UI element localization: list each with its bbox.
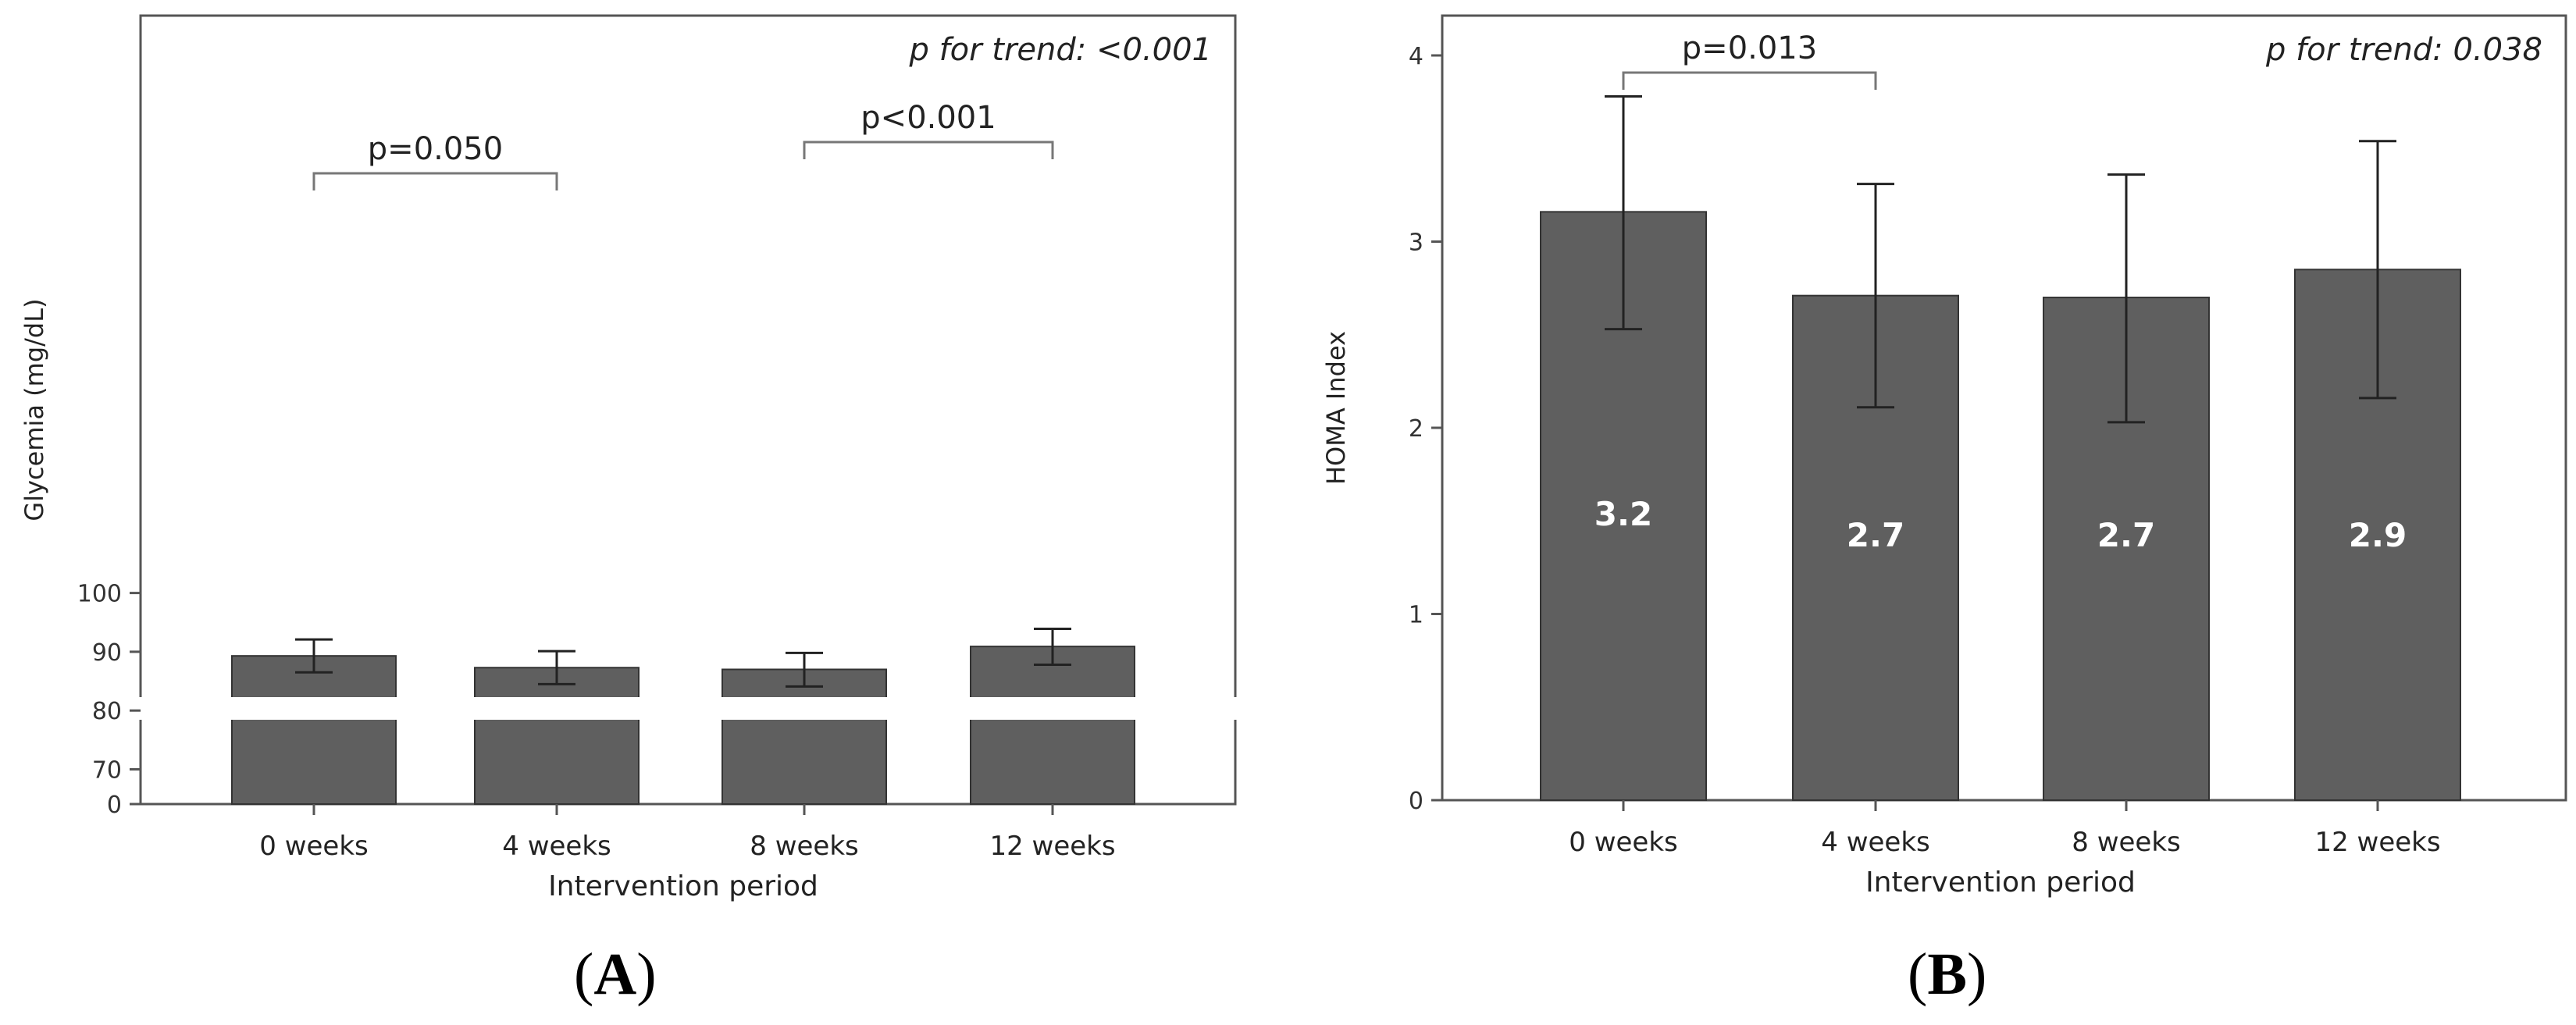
- comparison-label-1: p<0.001: [860, 100, 996, 136]
- y-tick-label-2: 2: [1409, 415, 1423, 443]
- comparison-bracket-0: [312, 172, 558, 190]
- y-axis-label: Glycemia (mg/dL): [20, 298, 49, 521]
- panel-label-a: (A): [574, 941, 657, 1007]
- axis-break-gap: [134, 697, 1242, 720]
- y-tick-label-2: 80: [92, 698, 122, 725]
- bar-value-label-3: 90.9: [1012, 485, 1093, 523]
- x-tick-label-1: 4 weeks: [1821, 827, 1930, 858]
- x-axis-label: Intervention period: [1865, 867, 2136, 899]
- bar-0: [231, 655, 397, 806]
- x-tick-label-2: 8 weeks: [2072, 827, 2181, 858]
- x-tick-label-0: 0 weeks: [1569, 827, 1678, 858]
- bar-value-label-3: 2.9: [2349, 516, 2407, 554]
- x-tick-label-3: 12 weeks: [2314, 827, 2440, 858]
- comparison-bracket-0: [1622, 71, 1877, 90]
- trend-annotation: p for trend: <0.001: [908, 32, 1212, 68]
- x-tick-label-2: 8 weeks: [750, 831, 859, 862]
- chart-b: 3.2 0 weeks 2.7 4 weeks 2.7 8 weeks 2.9 12 week…: [1321, 14, 2567, 899]
- x-axis-label: Intervention period: [548, 870, 818, 902]
- comparison-label-0: p=0.013: [1682, 30, 1817, 66]
- chart-a: 89.3 0 weeks 87.3 4 weeks 87.0 8 weeks 90.9 12 …: [20, 14, 1242, 902]
- y-tick-label-3: 90: [92, 639, 122, 667]
- bar-value-label-0: 89.3: [273, 504, 355, 543]
- bar-value-label-2: 87.0: [764, 504, 845, 543]
- y-tick-label-4: 4: [1409, 43, 1423, 70]
- y-tick-label-1: 70: [92, 757, 122, 785]
- comparison-bracket-1: [803, 141, 1054, 159]
- y-tick-label-0: 0: [1409, 788, 1423, 815]
- bar-1: [474, 667, 640, 806]
- x-tick-label-1: 4 weeks: [502, 831, 611, 862]
- bar-2: [721, 668, 887, 805]
- bar-value-label-1: 87.3: [516, 528, 597, 566]
- trend-annotation: p for trend: 0.038: [2265, 32, 2542, 68]
- y-tick-label-4: 100: [77, 581, 122, 608]
- comparison-label-0: p=0.050: [368, 131, 503, 167]
- bar-3: [970, 646, 1135, 805]
- x-tick-label-3: 12 weeks: [989, 831, 1115, 862]
- plot-frame: [1441, 14, 2567, 802]
- bar-value-label-0: 3.2: [1594, 495, 1652, 533]
- y-axis-label: HOMA Index: [1321, 331, 1351, 485]
- x-tick-label-0: 0 weeks: [259, 831, 369, 862]
- y-tick-label-0: 0: [107, 792, 122, 819]
- y-tick-label-3: 3: [1409, 230, 1423, 257]
- plot-frame: [139, 14, 1237, 806]
- panel-label-b: (B): [1908, 941, 1987, 1007]
- y-tick-label-1: 1: [1409, 602, 1423, 629]
- bar-value-label-2: 2.7: [2097, 516, 2155, 554]
- bar-value-label-1: 2.7: [1847, 516, 1904, 554]
